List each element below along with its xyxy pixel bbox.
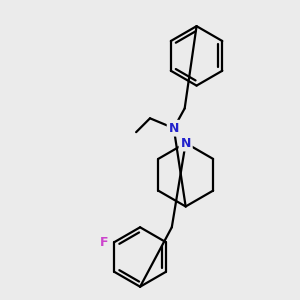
- Text: N: N: [169, 122, 179, 135]
- Text: N: N: [181, 136, 191, 150]
- Text: F: F: [100, 236, 108, 249]
